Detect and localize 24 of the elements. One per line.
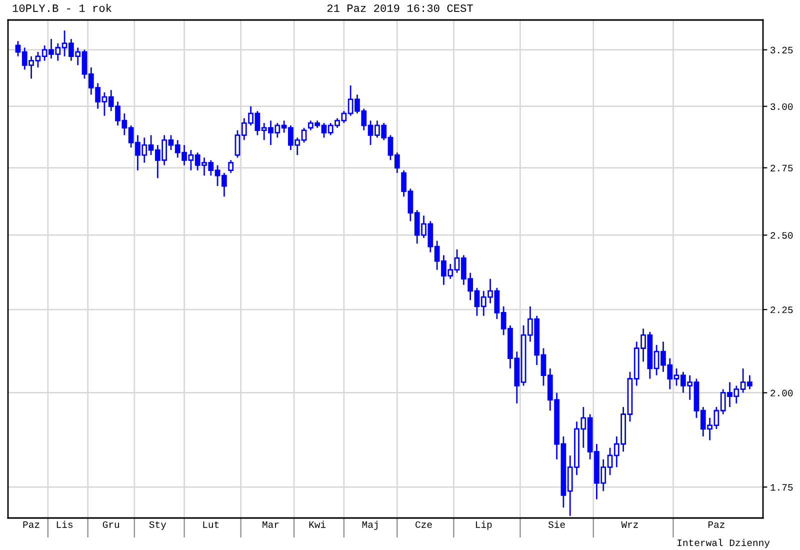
y-tick-label: 2.00 — [770, 390, 793, 396]
x-tick-label: Maj — [362, 520, 378, 530]
y-tick-label: 2.25 — [770, 306, 793, 314]
x-tick-label: Paz — [708, 521, 724, 528]
y-tick-label: 3.00 — [770, 103, 793, 110]
candlestick — [228, 159, 234, 174]
x-tick-label: Paz — [23, 521, 40, 528]
x-tick-label: Mar — [262, 521, 279, 528]
y-tick-label: 2.50 — [770, 232, 793, 239]
x-tick-label: Lip — [476, 520, 492, 530]
text: Interwal Dzienny — [678, 538, 770, 548]
x-tick-label: Lis — [56, 520, 72, 528]
chart-subtitle: 21 Paz 2019 16:30 CEST — [327, 4, 473, 12]
x-tick-label: Gru — [102, 521, 120, 528]
x-tick-label: Sie — [548, 520, 565, 528]
x-tick-label: Wrz — [621, 521, 638, 528]
chart-title: 10PLY.B - 1 rok — [12, 4, 112, 12]
y-tick-label: 1.75 — [770, 484, 793, 491]
x-tick-label: Sty — [149, 521, 166, 530]
y-tick-label: 3.25 — [770, 46, 793, 54]
x-tick-label: Kwi — [309, 520, 326, 528]
x-tick-label: Lut — [203, 521, 219, 528]
x-tick-label: Cze — [416, 521, 432, 528]
y-tick-label: 2.75 — [770, 164, 793, 172]
